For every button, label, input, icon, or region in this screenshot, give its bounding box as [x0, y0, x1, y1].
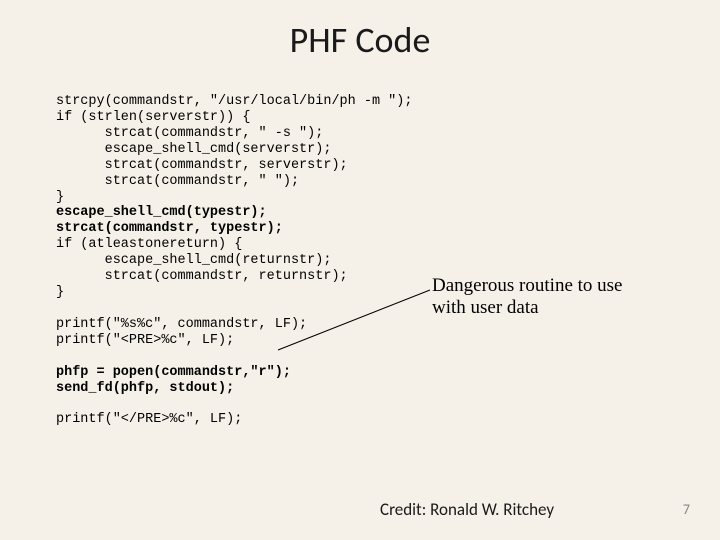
code-line: printf("</PRE>%c", LF);	[56, 412, 242, 427]
code-line: if (strlen(serverstr)) {	[56, 110, 250, 125]
code-line-bold: phfp = popen(commandstr,"r");	[56, 365, 291, 380]
code-line: printf("%s%c", commandstr, LF);	[56, 317, 307, 332]
annotation-line: with user data	[432, 297, 539, 318]
code-line: strcat(commandstr, " ");	[56, 174, 299, 189]
code-line: }	[56, 190, 64, 205]
code-block: strcpy(commandstr, "/usr/local/bin/ph -m…	[56, 94, 412, 428]
page-number: 7	[683, 501, 690, 518]
code-line: strcat(commandstr, returnstr);	[56, 269, 348, 284]
code-line-bold: escape_shell_cmd(typestr);	[56, 205, 267, 220]
credit-text: Credit: Ronald W. Ritchey	[380, 499, 554, 520]
annotation-text: Dangerous routine to use with user data	[432, 275, 692, 319]
code-line: strcpy(commandstr, "/usr/local/bin/ph -m…	[56, 94, 412, 109]
code-line-bold: send_fd(phfp, stdout);	[56, 381, 234, 396]
code-line: strcat(commandstr, serverstr);	[56, 158, 348, 173]
code-line: }	[56, 285, 64, 300]
code-line: escape_shell_cmd(serverstr);	[56, 142, 331, 157]
annotation-line: Dangerous routine to use	[432, 275, 622, 296]
code-line: escape_shell_cmd(returnstr);	[56, 253, 331, 268]
code-line-bold: strcat(commandstr, typestr);	[56, 221, 283, 236]
slide-title: PHF Code	[0, 18, 720, 62]
slide: PHF Code strcpy(commandstr, "/usr/local/…	[0, 0, 720, 540]
code-line: printf("<PRE>%c", LF);	[56, 333, 234, 348]
code-line: if (atleastonereturn) {	[56, 237, 242, 252]
code-line: strcat(commandstr, " -s ");	[56, 126, 323, 141]
